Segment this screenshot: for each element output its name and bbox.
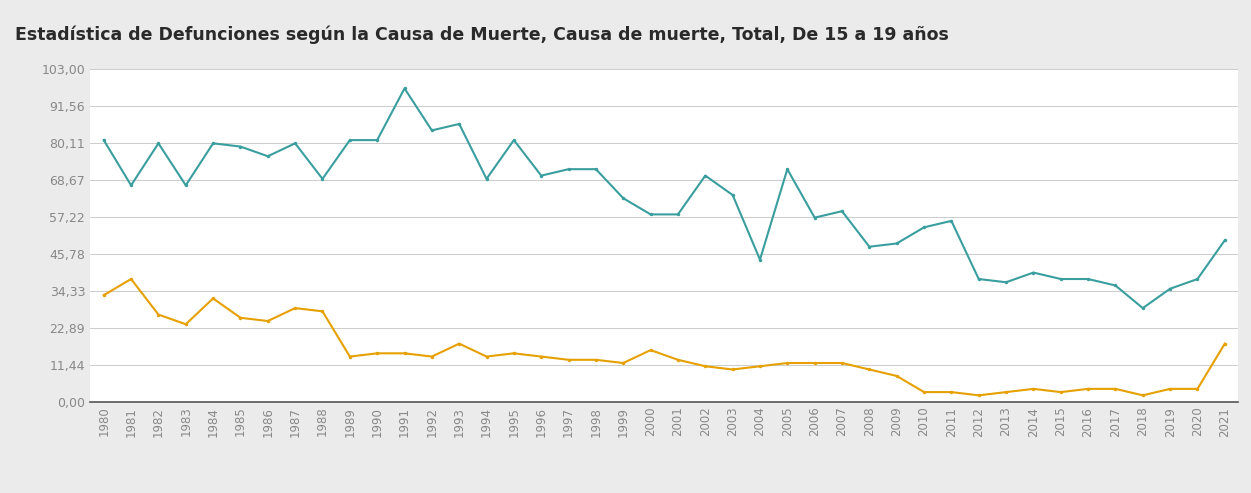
Text: Estadística de Defunciones según la Causa de Muerte, Causa de muerte, Total, De : Estadística de Defunciones según la Caus… bbox=[15, 26, 950, 44]
